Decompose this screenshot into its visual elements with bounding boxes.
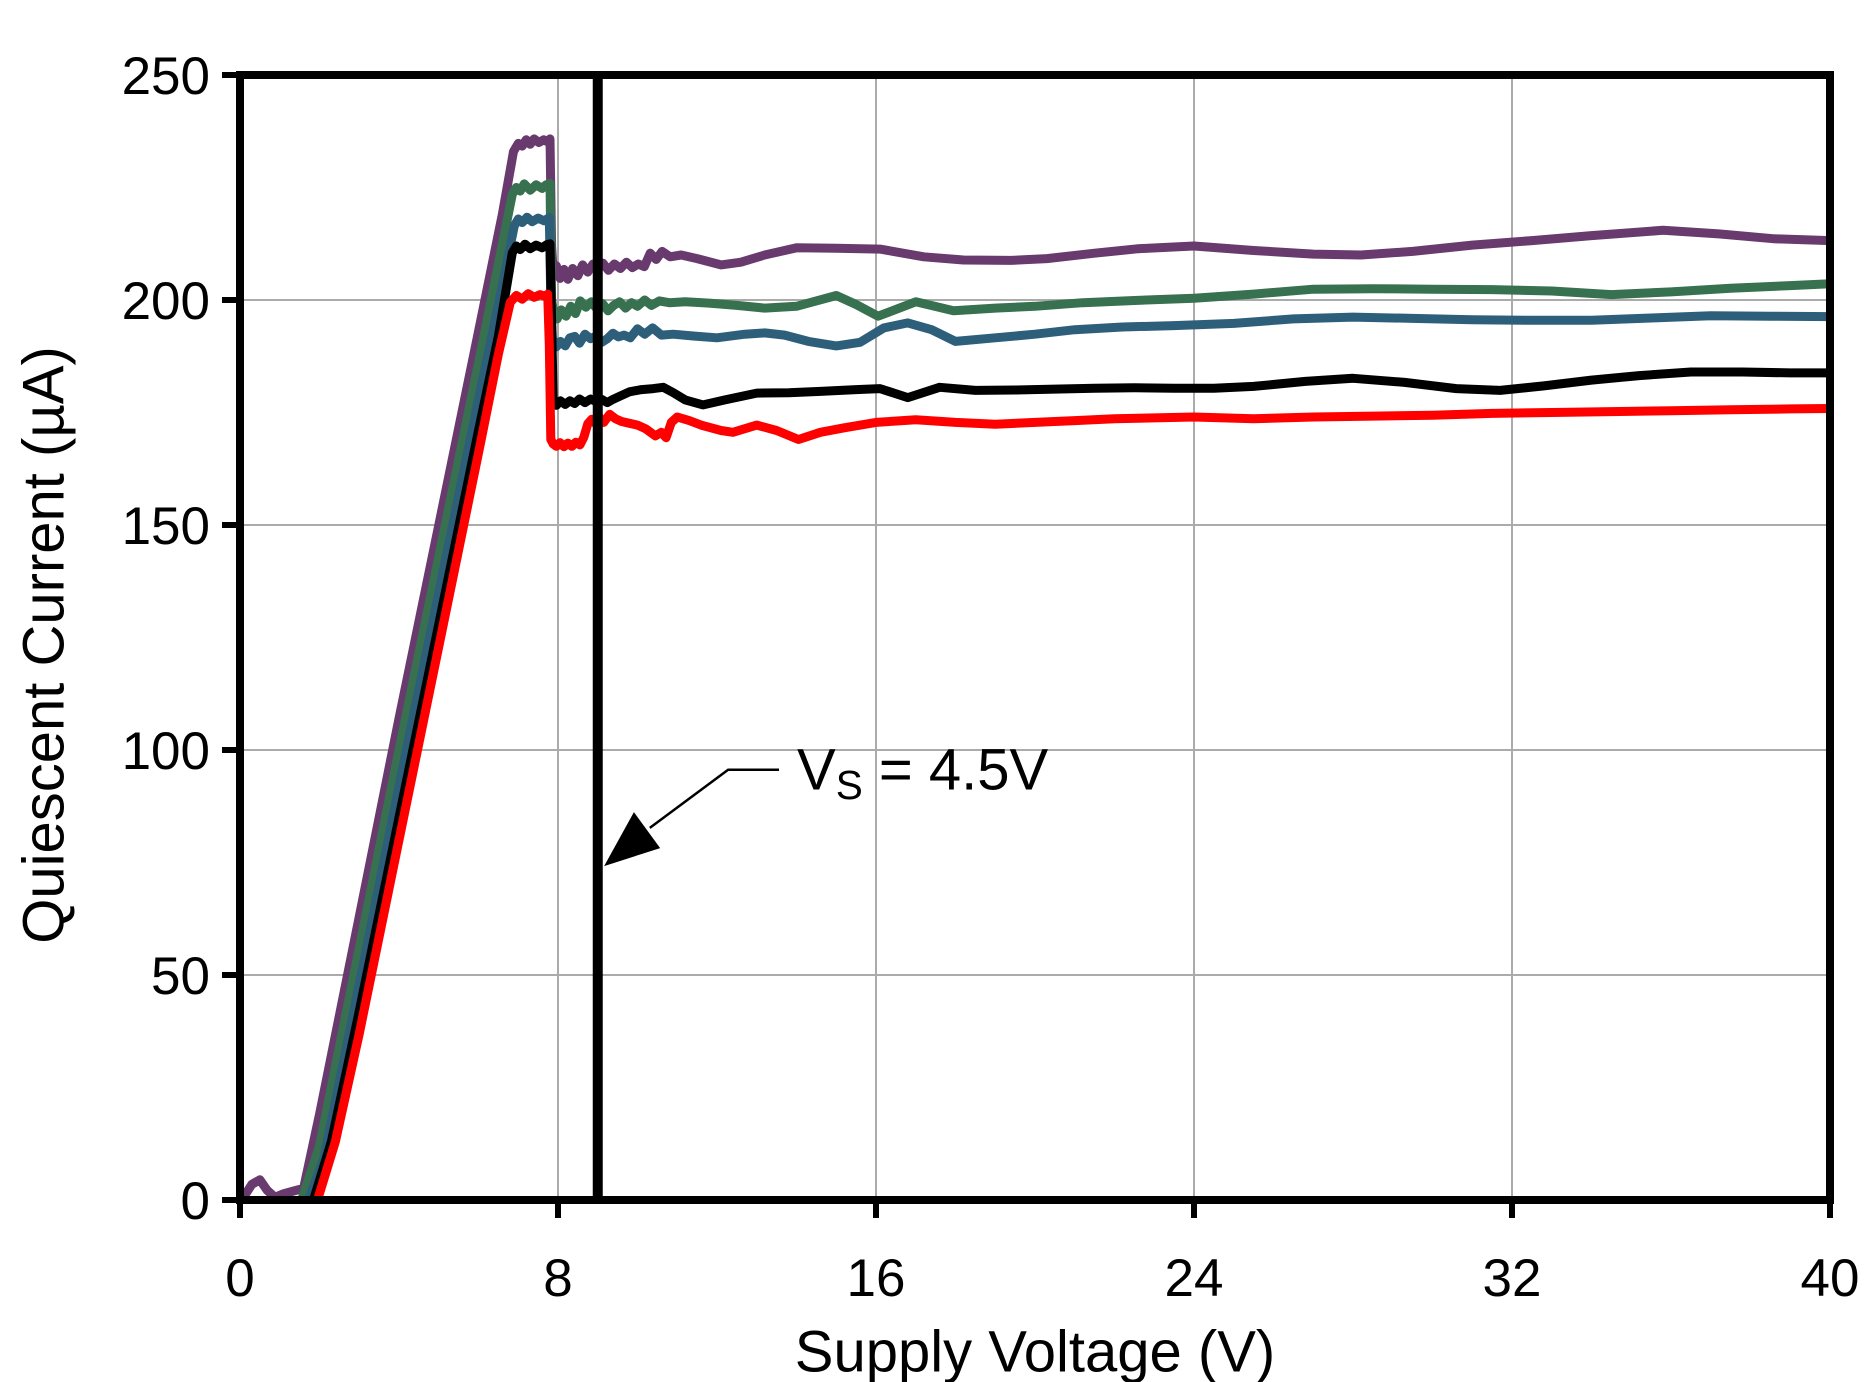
- x-tick-label-16: 16: [847, 1249, 906, 1308]
- y-tick-label-100: 100: [122, 722, 210, 781]
- vs-annotation-suffix: = 4.5V: [862, 737, 1049, 803]
- y-tick-label-50: 50: [151, 947, 210, 1006]
- series-line-red: [313, 289, 1831, 1202]
- y-tick-label-200: 200: [122, 272, 210, 331]
- annotation-leader-line: [649, 768, 780, 829]
- series-line-black: [309, 239, 1830, 1202]
- series-line-green: [297, 178, 1831, 1202]
- series-line-purple: [239, 134, 1831, 1202]
- annotation-arrowhead-icon: [604, 812, 661, 867]
- vs-annotation-prefix: V: [797, 737, 836, 803]
- y-tick-label-150: 150: [122, 497, 210, 556]
- vs-annotation-label: VS = 4.5V: [797, 736, 1048, 805]
- x-tick-label-32: 32: [1483, 1249, 1542, 1308]
- vs-annotation-subscript: S: [835, 762, 863, 809]
- x-tick-label-24: 24: [1165, 1249, 1224, 1308]
- y-tick-label-250: 250: [122, 47, 210, 106]
- x-tick-label-8: 8: [543, 1249, 572, 1308]
- x-tick-label-0: 0: [225, 1249, 254, 1308]
- x-axis-title: Supply Voltage (V): [794, 1319, 1276, 1382]
- y-tick-label-0: 0: [181, 1172, 210, 1231]
- plot-border: [236, 71, 1834, 1204]
- y-axis-title: Quiescent Current (µA): [11, 346, 77, 944]
- series-line-teal: [304, 212, 1831, 1202]
- x-tick-label-40: 40: [1801, 1249, 1860, 1308]
